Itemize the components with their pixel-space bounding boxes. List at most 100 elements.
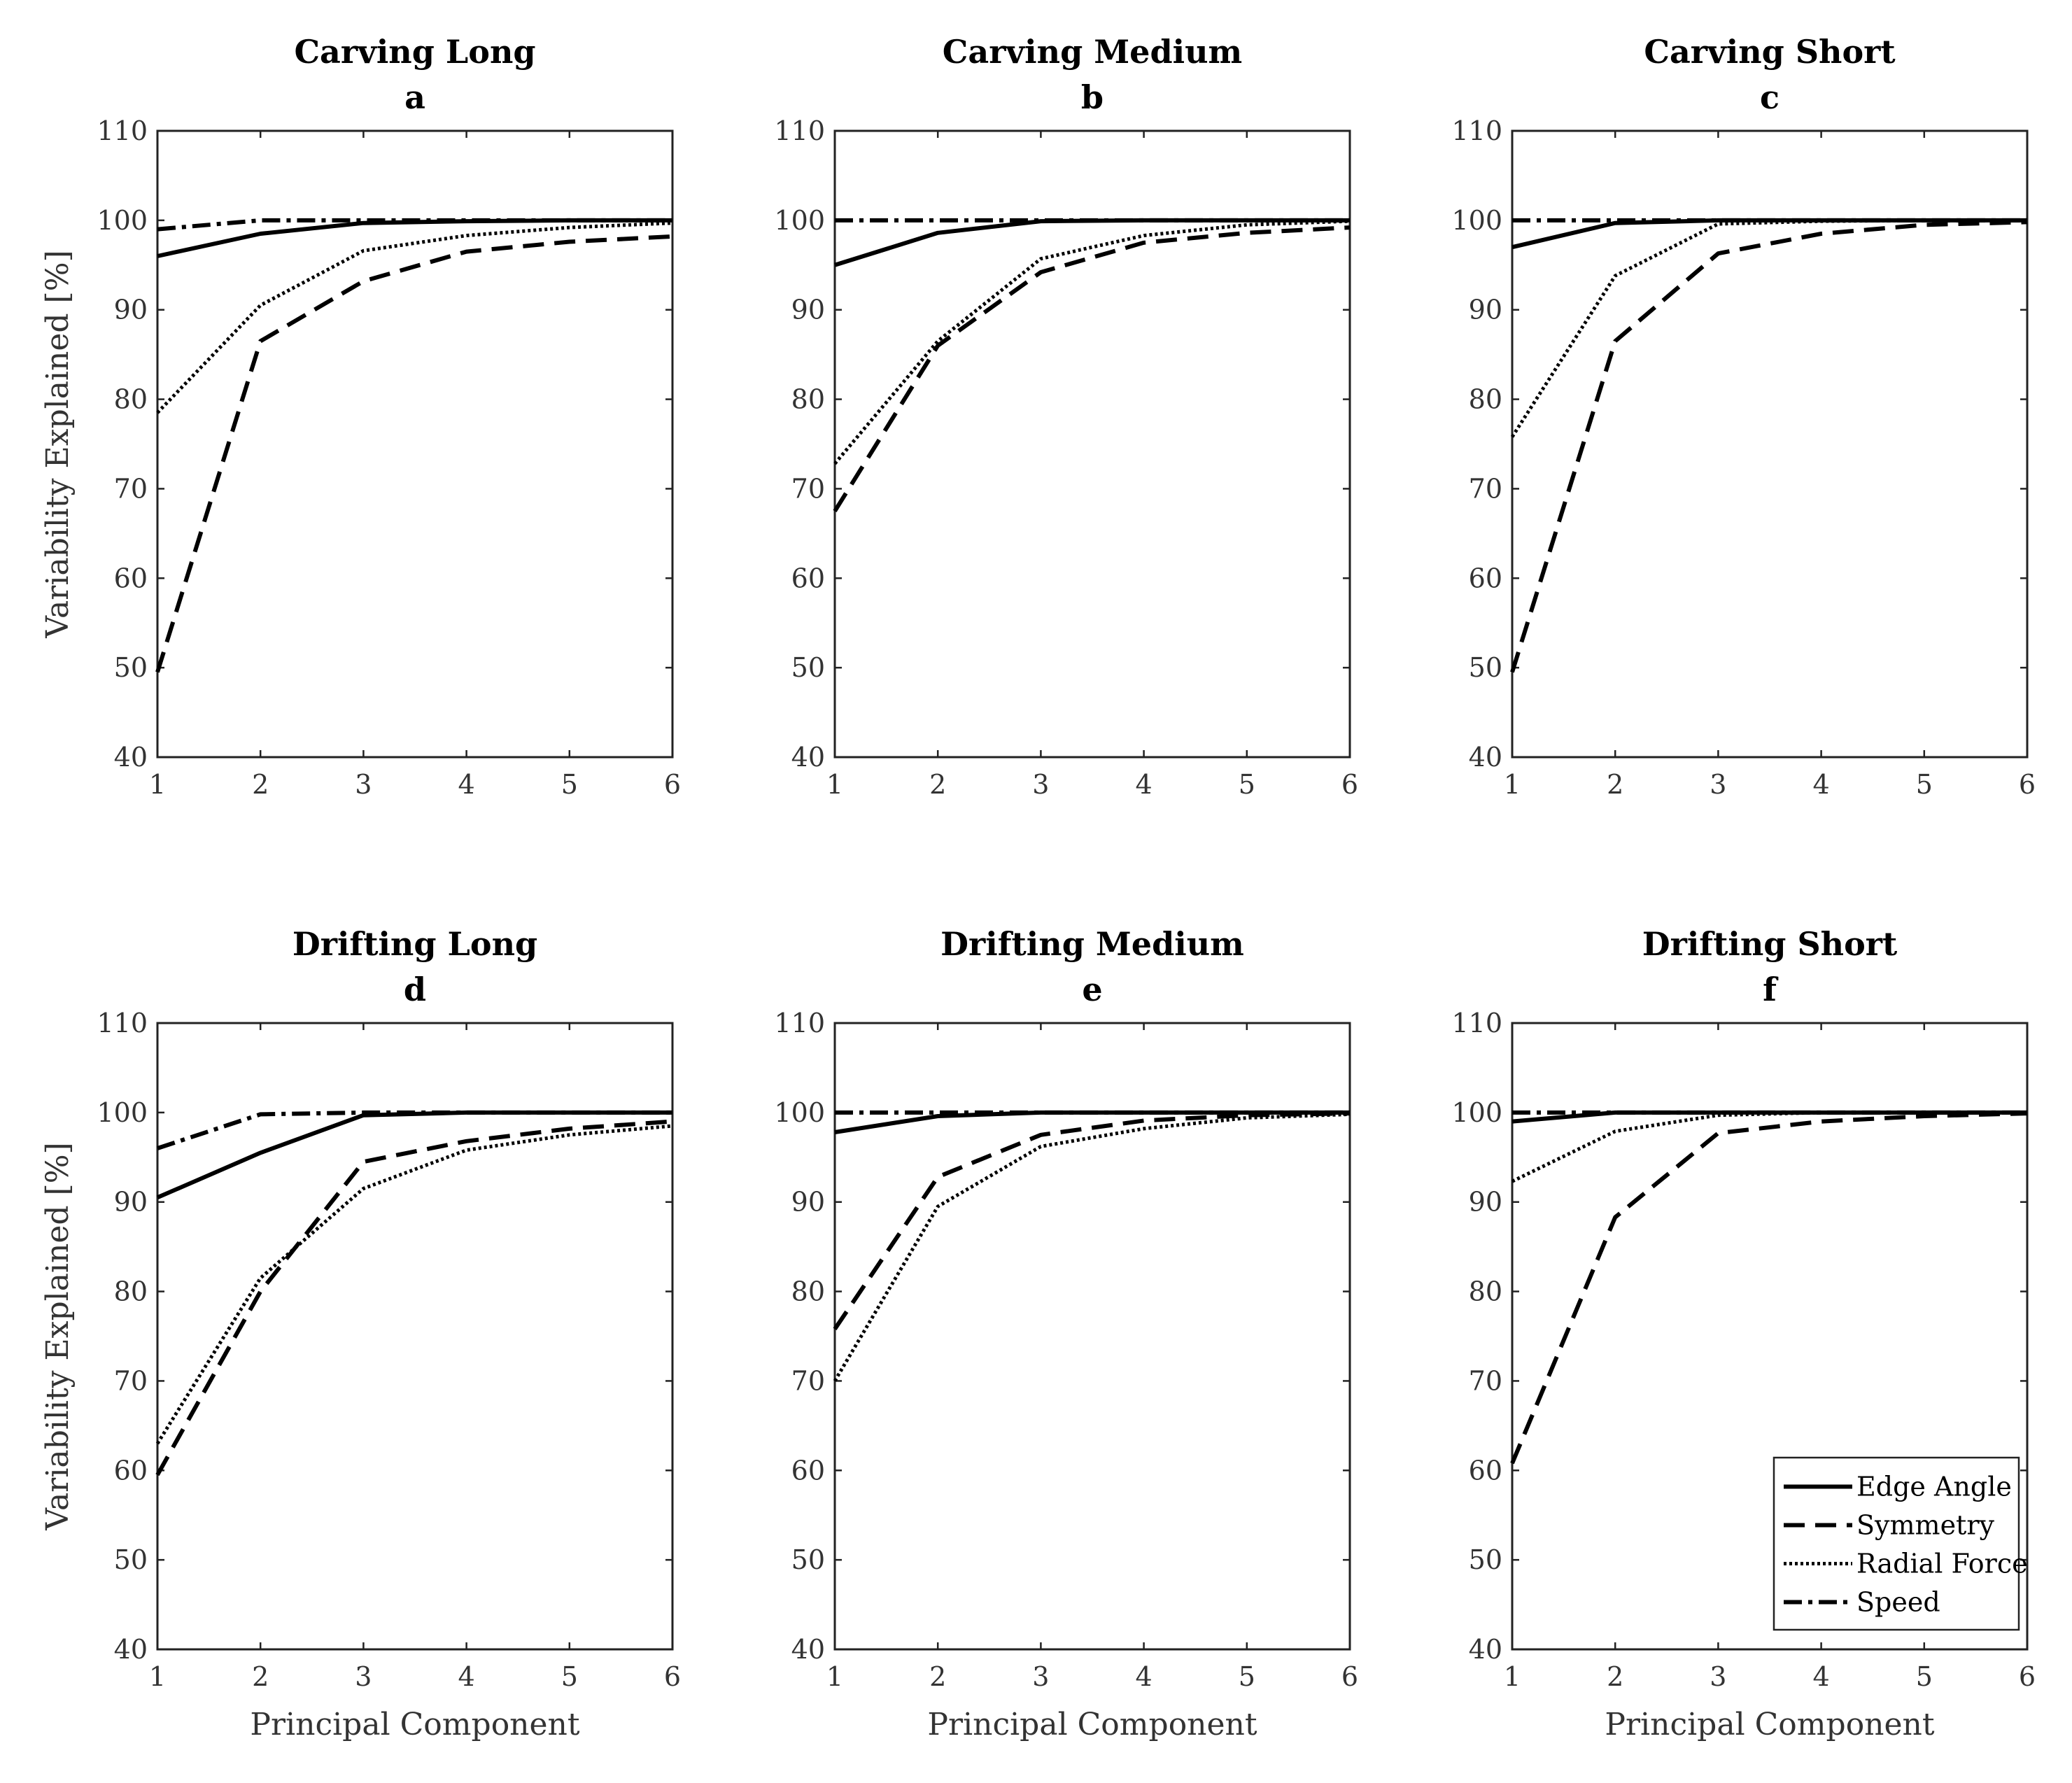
x-tick-label: 5 <box>1916 769 1933 800</box>
y-tick-label: 40 <box>114 742 148 773</box>
y-axis-label: Variability Explained [%] <box>40 250 76 638</box>
legend-label-radial-force: Radial Force <box>1856 1549 2028 1579</box>
x-tick-label: 5 <box>1239 1661 1255 1692</box>
panel-title: Drifting Medium <box>940 925 1244 963</box>
x-tick-label: 5 <box>561 1661 578 1692</box>
y-tick-label: 80 <box>114 1276 148 1307</box>
y-tick-label: 40 <box>791 742 825 773</box>
y-tick-label: 60 <box>1469 563 1502 593</box>
series-line-edge-angle <box>1511 218 2027 250</box>
series-line-radial-force <box>155 1124 673 1445</box>
series-line-symmetry <box>1510 220 2028 673</box>
y-tick-label: 100 <box>97 1097 148 1128</box>
x-tick-label: 2 <box>929 769 946 800</box>
y-tick-label: 60 <box>791 1455 825 1486</box>
x-tick-label: 2 <box>929 1661 946 1692</box>
chart-panel-b: Carving Medium b 1 2 3 4 5 6 40 50 60 70 80 90 100 110 <box>774 33 1358 800</box>
y-tick-label: 110 <box>774 115 825 146</box>
x-tick-label: 6 <box>664 769 681 800</box>
panel-letter: a <box>404 78 425 116</box>
y-tick-label: 70 <box>791 1365 825 1396</box>
y-tick-label: 80 <box>791 384 825 415</box>
series-line-speed <box>157 1110 672 1150</box>
panel-title: Carving Medium <box>943 33 1242 71</box>
y-tick-label: 50 <box>791 1544 825 1575</box>
y-tick-label: 70 <box>114 1365 148 1396</box>
y-tick-label: 50 <box>1469 1544 1502 1575</box>
axes-frame <box>156 1022 674 1651</box>
y-tick-label: 100 <box>1451 1097 1502 1128</box>
series-line-symmetry <box>155 1119 673 1477</box>
chart-panel-c: Carving Short c 1 2 3 4 5 6 40 50 60 70 80 90 100 110 <box>1451 33 2036 800</box>
x-tick-label: 1 <box>1504 1661 1521 1692</box>
series-line-symmetry <box>833 1111 1351 1330</box>
x-axis-label: Principal Component <box>1605 1707 1934 1742</box>
axes-frame <box>833 1022 1351 1651</box>
x-tick-label: 2 <box>252 1661 269 1692</box>
legend-label-speed: Speed <box>1856 1587 1940 1618</box>
series-line-edge-angle <box>834 218 1350 267</box>
panel-title: Carving Long <box>294 33 535 71</box>
series-line-speed <box>157 218 672 232</box>
y-tick-label: 40 <box>1469 742 1502 773</box>
y-tick-label: 80 <box>114 384 148 415</box>
y-tick-label: 110 <box>1451 115 1502 146</box>
y-tick-label: 50 <box>791 652 825 683</box>
y-tick-label: 70 <box>114 473 148 504</box>
y-tick-label: 90 <box>791 295 825 325</box>
x-axis-label: Principal Component <box>250 1707 579 1742</box>
y-tick-label: 60 <box>791 563 825 593</box>
panel-letter: f <box>1763 971 1779 1008</box>
y-tick-label: 110 <box>1451 1008 1502 1038</box>
x-tick-label: 2 <box>1607 769 1623 800</box>
x-tick-label: 5 <box>561 769 578 800</box>
x-tick-label: 3 <box>355 1661 372 1692</box>
y-tick-label: 60 <box>114 1455 148 1486</box>
y-tick-label: 100 <box>97 205 148 236</box>
x-tick-label: 3 <box>1710 769 1726 800</box>
chart-panel-e: Drifting Medium e 1 2 3 4 5 6 40 50 60 70 80 90 100 110… <box>774 925 1358 1742</box>
y-tick-label: 110 <box>97 1008 148 1038</box>
x-tick-label: 4 <box>458 1661 475 1692</box>
series-line-symmetry <box>1510 1111 2028 1465</box>
x-tick-label: 6 <box>1341 769 1358 800</box>
y-tick-label: 90 <box>1469 1187 1502 1218</box>
x-tick-label: 3 <box>1032 769 1049 800</box>
y-tick-label: 110 <box>774 1008 825 1038</box>
y-tick-label: 50 <box>1469 652 1502 683</box>
x-axis-label: Principal Component <box>927 1707 1257 1742</box>
x-tick-label: 3 <box>355 769 372 800</box>
y-tick-label: 100 <box>774 205 825 236</box>
chart-panel-f: Drifting Short f 1 2 3 4 5 6 40 50 60 70 80 90 100 110 P… <box>1451 925 2036 1742</box>
y-tick-label: 40 <box>791 1634 825 1665</box>
y-tick-label: 80 <box>1469 1276 1502 1307</box>
x-tick-label: 6 <box>664 1661 681 1692</box>
series-line-radial-force <box>1511 1111 2027 1183</box>
x-tick-label: 2 <box>1607 1661 1623 1692</box>
y-tick-label: 70 <box>1469 473 1502 504</box>
series-line-radial-force <box>833 1112 1351 1382</box>
y-tick-label: 90 <box>1469 295 1502 325</box>
axes-frame <box>833 129 1351 759</box>
x-tick-label: 1 <box>149 1661 166 1692</box>
panel-letter: e <box>1082 971 1102 1008</box>
x-tick-label: 1 <box>826 769 843 800</box>
x-tick-label: 4 <box>1813 769 1830 800</box>
y-tick-label: 70 <box>1469 1365 1502 1396</box>
x-tick-label: 4 <box>1136 1661 1153 1692</box>
y-tick-label: 90 <box>791 1187 825 1218</box>
panel-letter: c <box>1760 78 1779 116</box>
x-tick-label: 6 <box>2019 1661 2036 1692</box>
y-tick-label: 50 <box>114 1544 148 1575</box>
series-line-symmetry <box>155 234 673 673</box>
y-tick-label: 100 <box>774 1097 825 1128</box>
x-tick-label: 3 <box>1032 1661 1049 1692</box>
x-tick-label: 6 <box>2019 769 2036 800</box>
panel-title: Drifting Short <box>1642 925 1898 963</box>
x-tick-label: 2 <box>252 769 269 800</box>
y-tick-label: 40 <box>1469 1634 1502 1665</box>
y-tick-label: 40 <box>114 1634 148 1665</box>
x-tick-label: 1 <box>1504 769 1521 800</box>
chart-panel-a: Carving Long a 1 2 3 4 5 6 40 50 60 70 80 90 100 110 Var… <box>40 33 681 800</box>
series-line-radial-force <box>1510 218 2027 438</box>
